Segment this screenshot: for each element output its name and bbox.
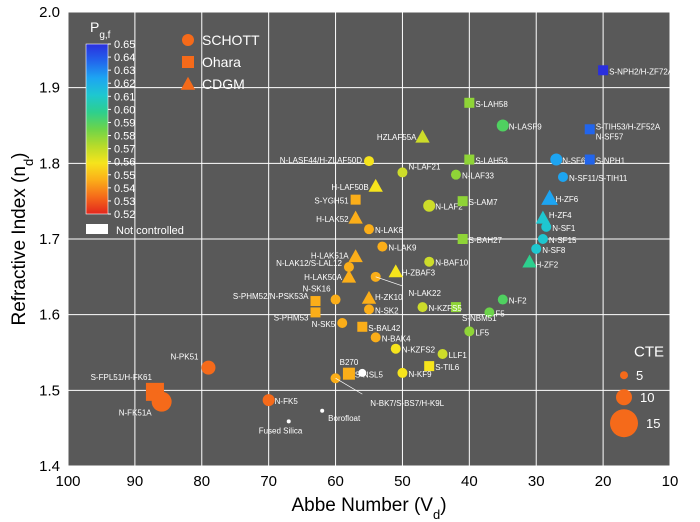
point-label: N-PK51 xyxy=(170,353,199,362)
point-label: N-LAK22 xyxy=(408,289,441,298)
point-label: S-TIH53/H-ZF52A xyxy=(596,122,661,131)
point-label: N-FK51A xyxy=(119,409,153,418)
point-label: N-KF9 xyxy=(408,370,432,379)
point-label: S-NBM51 xyxy=(462,314,497,323)
legend-label: Ohara xyxy=(202,54,241,70)
not-controlled-swatch xyxy=(86,224,108,234)
colorbar-tick: 0.60 xyxy=(114,104,135,116)
point-label: S-PHM52/N-PSK53A xyxy=(233,292,309,301)
point-label: S-TIL6 xyxy=(435,363,460,372)
point-label: S-NPH2/H-ZF72A xyxy=(609,67,674,76)
point-label: S-LAH53 xyxy=(475,157,508,166)
cte-title: CTE xyxy=(634,344,664,361)
point-label: H-ZF2 xyxy=(536,261,559,270)
x-tick-label: 80 xyxy=(193,473,210,490)
point-label: N-SK2 xyxy=(375,306,399,315)
point-label: H-ZBAF3 xyxy=(402,269,436,278)
colorbar-tick: 0.56 xyxy=(114,157,135,169)
point-label: N-BAF10 xyxy=(435,259,468,268)
point-label: S-BAL42 xyxy=(368,324,401,333)
x-tick-label: 40 xyxy=(461,473,478,490)
x-tick-label: 90 xyxy=(127,473,144,490)
y-tick-label: 1.4 xyxy=(39,458,60,475)
point-label: B270 xyxy=(340,358,359,367)
point-label: LLF1 xyxy=(449,351,468,360)
point-label: N-SK5 xyxy=(312,320,336,329)
colorbar-tick: 0.59 xyxy=(114,117,135,129)
point-label: N-LASF9 xyxy=(509,123,542,132)
point-label: S-NPH1 xyxy=(596,157,626,166)
cte-value: 5 xyxy=(636,368,643,383)
point-label: N-SF11/S-TIH11 xyxy=(569,174,628,183)
colorbar-tick: 0.63 xyxy=(114,65,135,77)
point-label: Borofloat xyxy=(328,414,361,423)
colorbar-tick: 0.53 xyxy=(114,196,135,208)
colorbar-tick: 0.54 xyxy=(114,183,135,195)
scatter-chart: 100 90 80 70 60 50 40 30 20 10 1.4 1.5 1.6 1.7 1.8 1.9 2… xyxy=(0,0,700,522)
colorbar-tick: 0.55 xyxy=(114,170,135,182)
point-label: H-LAF50B xyxy=(331,183,368,192)
x-tick-label: 20 xyxy=(595,473,612,490)
point-label: N-LAF33 xyxy=(462,172,495,181)
x-tick-label: 10 xyxy=(662,473,679,490)
colorbar-tick: 0.64 xyxy=(114,52,135,64)
y-tick-label: 1.6 xyxy=(39,307,60,324)
point-label: N-LAF21 xyxy=(408,162,441,171)
cte-value: 15 xyxy=(646,416,660,431)
legend-label: CDGM xyxy=(202,76,245,92)
point-label: H-ZF6 xyxy=(556,195,579,204)
x-tick-label: 100 xyxy=(55,473,80,490)
point-label: N-KZFS2 xyxy=(402,346,436,355)
point-label: N-SF15 xyxy=(549,236,577,245)
colorbar-tick: 0.52 xyxy=(114,209,135,221)
point-label: H-ZK10 xyxy=(375,293,403,302)
point-label: H-ZF4 xyxy=(549,211,572,220)
point-label: S-PHM53 xyxy=(274,313,309,322)
cte-value: 10 xyxy=(640,390,654,405)
y-tick-label: 2.0 xyxy=(39,4,60,21)
point-label: N-FK5 xyxy=(275,397,299,406)
colorbar-tick: 0.58 xyxy=(114,131,135,143)
x-tick-label: 70 xyxy=(260,473,277,490)
point-label: S-LAM7 xyxy=(469,198,498,207)
point-label: S-FPL51/H-FK61 xyxy=(91,373,153,382)
point-label: N-LASF44/H-ZLAF50D xyxy=(280,156,362,165)
point-label: Fused Silica xyxy=(259,426,303,435)
point-label: N-KZFS5 xyxy=(429,304,463,313)
point-label: N-SK16 xyxy=(303,285,332,294)
point-label: S-YGH51 xyxy=(314,197,349,206)
colorbar xyxy=(86,44,108,214)
point-label: N-LAK9 xyxy=(388,244,417,253)
point-label: N-SF8 xyxy=(542,246,566,255)
colorbar-tick: 0.62 xyxy=(114,78,135,90)
point-label: F5 xyxy=(495,309,505,318)
colorbar-tick: 0.65 xyxy=(114,39,135,51)
x-tick-label: 50 xyxy=(394,473,411,490)
y-tick-label: 1.8 xyxy=(39,155,60,172)
point-label: N-BAK4 xyxy=(382,334,411,343)
point-label: H-LAK52 xyxy=(316,215,349,224)
point-label: N-BK7/S-BS7/H-K9L xyxy=(370,399,444,408)
not-controlled-label: Not controlled xyxy=(116,225,184,237)
point-label: HZLAF55A xyxy=(377,133,417,142)
y-tick-label: 1.7 xyxy=(39,231,60,248)
legend-label: SCHOTT xyxy=(202,32,260,48)
point-label: N-F2 xyxy=(509,297,527,306)
colorbar-tick: 0.57 xyxy=(114,144,135,156)
point-label: N-SF1 xyxy=(552,224,576,233)
point-label: H-LAK50A xyxy=(304,273,342,282)
point-label: S-BAH27 xyxy=(469,236,503,245)
x-tick-label: 60 xyxy=(327,473,344,490)
colorbar-tick: 0.61 xyxy=(114,91,135,103)
point-label: LF5 xyxy=(475,328,489,337)
point-label: N-SF57 xyxy=(596,132,624,141)
x-tick-label: 30 xyxy=(528,473,545,490)
point-label: N-SF6 xyxy=(562,157,586,166)
y-tick-label: 1.9 xyxy=(39,80,60,97)
point-label: S-LAH58 xyxy=(475,100,508,109)
point-label: H-LAK51A xyxy=(311,251,349,260)
y-tick-label: 1.5 xyxy=(39,382,60,399)
point-label: N-LAK8 xyxy=(375,226,404,235)
